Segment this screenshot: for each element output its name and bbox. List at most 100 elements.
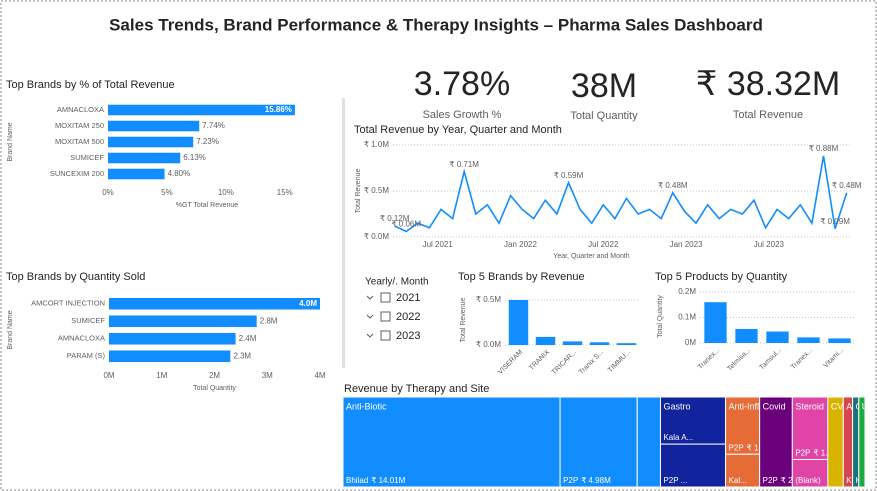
category-label: AMNACLOXA [57,105,104,114]
category-label: PARAM (S) [67,351,106,360]
tile-label: Bhilad ₹ 14.01M [346,476,406,485]
x-tick-label: 4M [314,371,325,380]
data-label: ₹ 0.09M [820,217,850,226]
tile-label: P2P₹ 1.59M [795,449,843,458]
tile-name: P2P [763,476,778,485]
chevron [366,314,374,319]
chart-title: Top 5 Brands by Revenue [458,271,585,283]
chart-title: Top Brands by Quantity Sold [6,271,145,283]
value-label: 2.3M [233,351,251,360]
group-label: Anti-Biotic [346,401,387,411]
treemap-tile [791,396,829,460]
checkbox[interactable] [380,330,391,341]
value-label: 7.23% [196,137,219,146]
x-tick-label: Jul 2022 [588,240,619,249]
bar [109,332,236,345]
tile-name: Bhilad [346,476,368,485]
slicer-item[interactable]: 2023 [366,330,420,342]
group-label: An... [846,401,865,411]
treemap-tile [636,396,661,488]
tile-name: Kal... [846,476,864,485]
tile-name: P2P [563,476,578,485]
y-tick-label: ₹ 0.5M [364,186,389,195]
category-label: AMCORT INJECTION [31,299,105,308]
bar [589,342,610,345]
value-label: 7.74% [202,121,225,130]
bar [109,297,320,310]
y-axis-title: Total Quantity [657,295,664,338]
value-label: 15.86% [265,105,292,114]
value-label: 6.13% [183,153,206,162]
bar [766,331,789,343]
bar [704,302,727,343]
kpi-value: 38M [571,67,637,105]
y-tick-label: 0.1M [678,313,696,322]
tile-value: ₹ 1.59M [813,449,843,458]
x-tick-label: Jul 2023 [754,240,785,249]
group-label: Uro... [862,401,877,411]
bar [535,336,556,345]
y-tick-label: ₹ 0.0M [364,232,389,241]
tile-name: (Blank) [795,476,821,485]
group-label: CVS [831,401,850,411]
group-label: Steroid [795,401,824,411]
data-label: ₹ 0.06M [391,220,421,229]
value-label: 4.0M [299,299,317,308]
treemap-tile [342,396,561,488]
data-label: ₹ 0.48M [832,181,862,190]
x-axis-title: Total Quantity [193,385,236,392]
data-label: ₹ 0.88M [809,144,839,153]
kpi-value: ₹ 38.32M [696,65,840,103]
slicer-label: 2021 [396,292,420,304]
chevron [366,295,374,300]
bar [109,315,257,328]
y-tick-label: ₹ 0.5M [476,295,501,304]
x-axis-title: %GT Total Revenue [176,202,238,209]
tile-label: Ka... [856,476,872,485]
slicer-item[interactable]: 2022 [366,311,420,323]
y-axis-title: Brand Name [7,310,14,349]
value-label: 4.80% [168,169,191,178]
category-label: AMNACLOXA [58,334,105,343]
group-label: Covid [763,401,786,411]
tile-label: P2P ... [663,476,687,485]
kpi-label: Total Quantity [570,110,638,122]
tile-name: Kal... [729,476,747,485]
x-tick-label: 2M [209,371,220,380]
treemap-tile [791,458,829,488]
bar [108,168,165,180]
checkbox[interactable] [380,311,391,322]
tile-label: P2P₹ 2.11M [763,476,810,485]
group-label: Gastro [663,401,690,411]
chart-title: Total Revenue by Year, Quarter and Month [354,124,562,136]
tile-label: (Blank) [795,476,821,485]
bar [108,152,181,164]
bar [508,299,529,345]
x-tick-label: 0M [103,371,114,380]
bar [108,136,194,148]
line [394,155,848,233]
kpi-label: Total Revenue [733,109,803,121]
tile-label: Kal... [729,476,747,485]
bar [109,350,231,363]
tile-value: ₹ 1... [747,443,765,452]
tile-name: Ka... [856,476,872,485]
treemap-tile [659,443,727,488]
bar [562,341,583,345]
page-title: Sales Trends, Brand Performance & Therap… [109,15,763,34]
tile-name: Kala A... [663,433,693,442]
tile-value: ₹ 2.11M [781,476,810,485]
bar [797,337,820,343]
slicer-title: Yearly/. Month [365,277,429,288]
x-tick-label: 15% [277,188,293,197]
data-label: ₹ 0.12M [380,214,410,223]
x-tick-label: 0% [102,188,114,197]
checkbox[interactable] [380,292,391,303]
x-axis-title: Year, Quarter and Month [553,253,630,260]
bar [108,104,295,116]
slicer-label: 2022 [396,311,420,323]
slicer-item[interactable]: 2021 [366,292,420,304]
x-tick-label: 10% [218,188,234,197]
category-label: SUMICEF [70,153,104,162]
category-label: MOXITAM 250 [55,121,104,130]
